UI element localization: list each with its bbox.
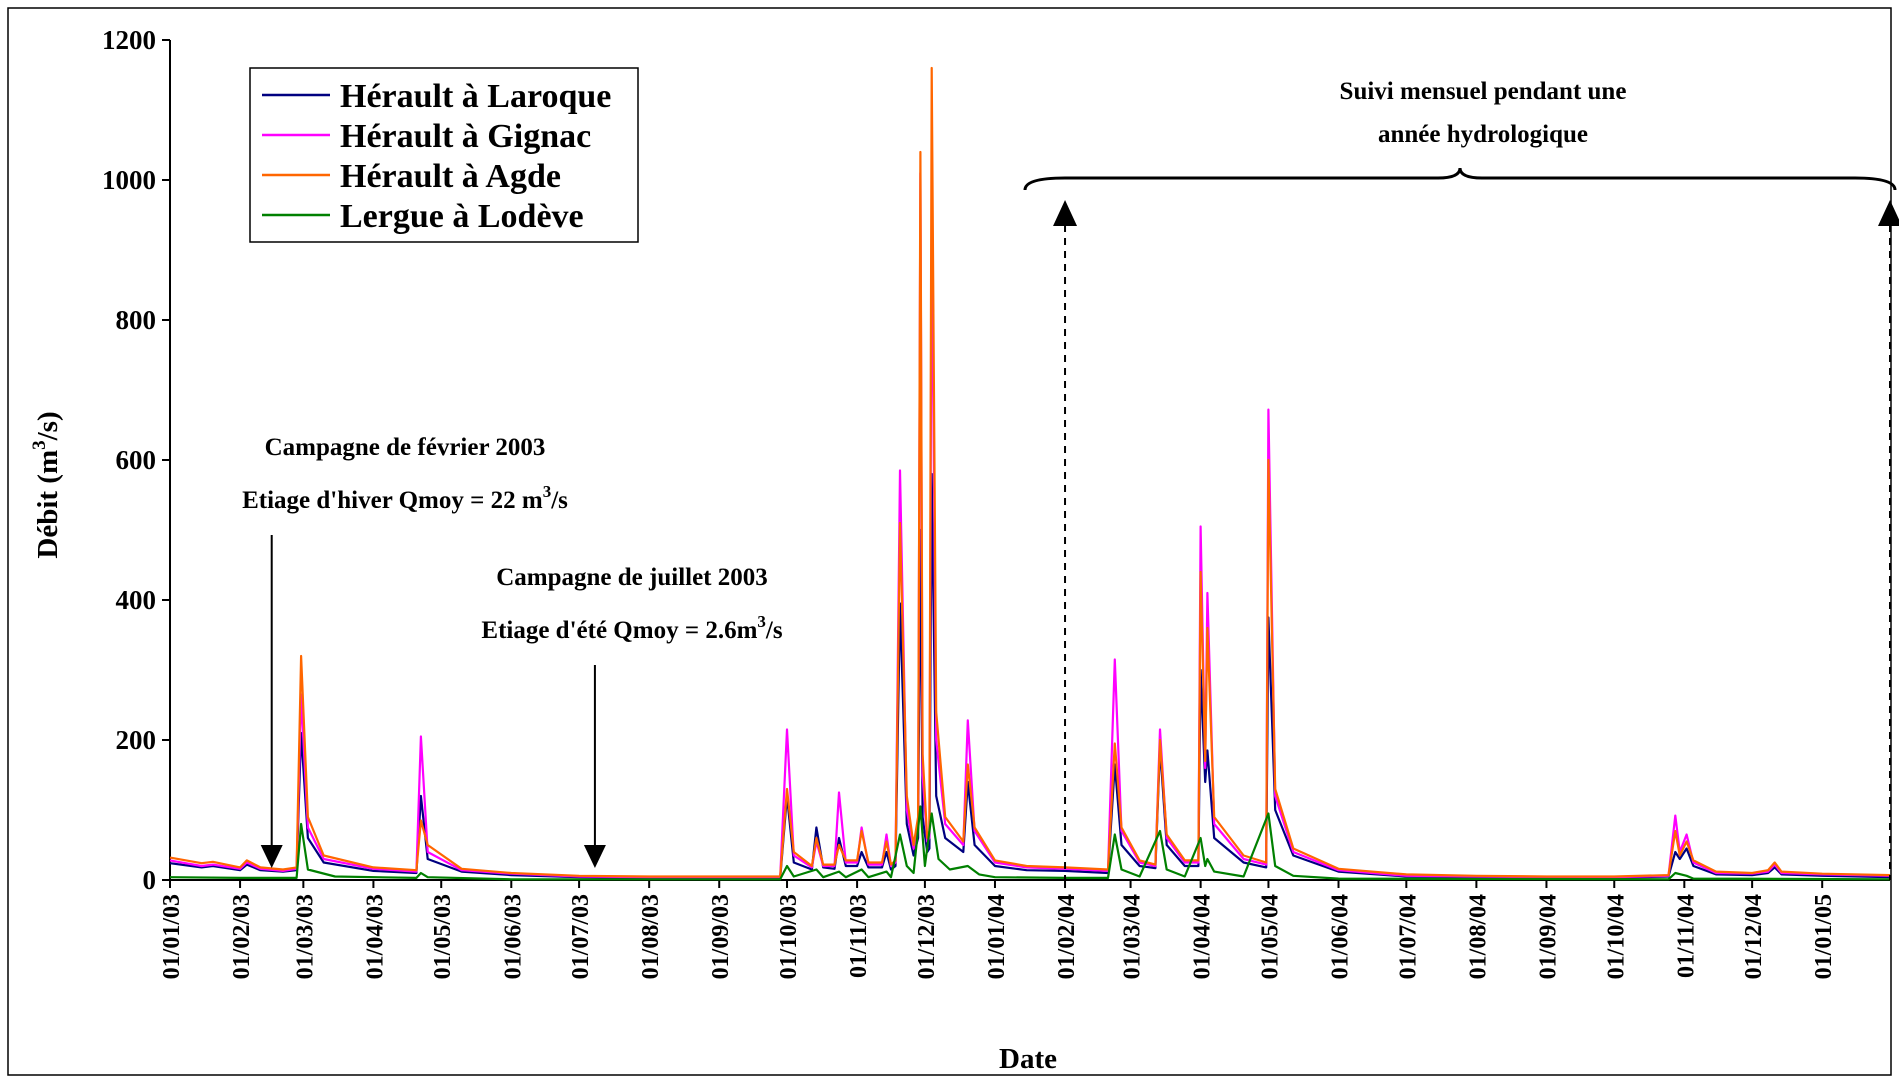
x-tick-label: 01/06/04 xyxy=(1328,894,1354,979)
series-lines xyxy=(169,66,1891,881)
x-tick-label: 01/07/04 xyxy=(1395,894,1421,979)
x-tick-label: 01/03/03 xyxy=(292,894,318,979)
x-tick-label: 01/04/03 xyxy=(362,894,388,979)
x-axis-title: Date xyxy=(999,1043,1057,1075)
x-tick-label: 01/03/04 xyxy=(1120,894,1146,979)
y-axis-title: Débit (m3/s) xyxy=(29,411,64,558)
jul-campaign-flow: Etiage d'été Qmoy = 2.6m3/s xyxy=(481,612,782,644)
x-tick-label: 01/01/05 xyxy=(1811,894,1837,979)
jul-campaign-label: Campagne de juillet 2003 Etiage d'été Qm… xyxy=(481,564,782,644)
x-tick-label: 01/11/04 xyxy=(1673,894,1699,978)
monthly-monitoring-line2: année hydrologique xyxy=(1378,121,1588,148)
series-line-3 xyxy=(169,66,1891,878)
monthly-brace xyxy=(1023,167,1897,191)
jul-arrow-head xyxy=(583,845,606,868)
monthly-start-arrow-head xyxy=(1053,200,1078,226)
x-tick-label: 01/05/04 xyxy=(1257,894,1283,979)
series-line-1 xyxy=(169,472,1891,880)
legend-label-3: Hérault à Agde xyxy=(340,158,561,195)
legend-box xyxy=(249,67,639,243)
feb-campaign-label: Campagne de février 2003 Etiage d'hiver … xyxy=(242,434,568,514)
y-tick-label: 1200 xyxy=(102,25,156,55)
x-tick-label: 01/10/04 xyxy=(1603,894,1629,979)
y-axis-title-end: /s) xyxy=(32,411,64,441)
x-tick-label: 01/08/03 xyxy=(638,894,664,979)
y-tick-label: 800 xyxy=(116,305,157,335)
x-tick-label: 01/12/03 xyxy=(914,894,940,979)
y-tick-label: 0 xyxy=(143,865,157,895)
x-tick-label: 01/09/04 xyxy=(1535,894,1561,979)
x-tick-label: 01/06/03 xyxy=(500,894,526,979)
y-axis-title-main: Débit (m xyxy=(32,450,64,559)
series-line-2 xyxy=(169,171,1891,879)
legend-label-4: Lergue à Lodève xyxy=(340,198,584,235)
x-ticks: 01/01/03 01/02/03 01/03/03 01/04/03 01/05/03… xyxy=(159,880,1837,979)
monthly-monitoring-label: Suivi mensuel pendant une année hydrolog… xyxy=(1340,78,1627,148)
x-tick-label: 01/04/04 xyxy=(1190,894,1216,979)
series-line-4 xyxy=(169,805,1891,881)
x-tick-label: 01/11/03 xyxy=(846,894,872,978)
x-tick-label: 01/01/03 xyxy=(159,894,185,979)
y-tick-label: 400 xyxy=(116,585,157,615)
annotations xyxy=(260,167,1899,880)
y-tick-label: 200 xyxy=(116,725,157,755)
y-tick-label: 600 xyxy=(116,445,157,475)
feb-campaign-flow: Etiage d'hiver Qmoy = 22 m3/s xyxy=(242,482,568,514)
feb-campaign-title: Campagne de février 2003 xyxy=(265,434,546,461)
jul-campaign-title: Campagne de juillet 2003 xyxy=(496,564,768,591)
y-axis-title-sup: 3 xyxy=(29,440,50,450)
y-tick-label: 1000 xyxy=(102,165,156,195)
x-tick-label: 01/12/04 xyxy=(1741,894,1767,979)
legend-label-2: Hérault à Gignac xyxy=(340,118,591,155)
x-tick-label: 01/09/03 xyxy=(708,894,734,979)
x-tick-label: 01/01/04 xyxy=(984,894,1010,979)
x-tick-label: 01/07/03 xyxy=(568,894,594,979)
y-ticks: 0 200 400 600 800 1000 1200 xyxy=(102,25,170,895)
x-tick-label: 01/05/03 xyxy=(430,894,456,979)
monthly-end-arrow-head xyxy=(1878,200,1899,226)
x-tick-label: 01/10/03 xyxy=(776,894,802,979)
x-tick-label: 01/02/03 xyxy=(229,894,255,979)
legend-label-1: Hérault à Laroque xyxy=(340,78,611,115)
x-tick-label: 01/02/04 xyxy=(1054,894,1080,979)
feb-arrow-head xyxy=(260,845,283,868)
monthly-monitoring-line1: Suivi mensuel pendant une xyxy=(1340,78,1627,105)
x-tick-label: 01/08/04 xyxy=(1465,894,1491,979)
